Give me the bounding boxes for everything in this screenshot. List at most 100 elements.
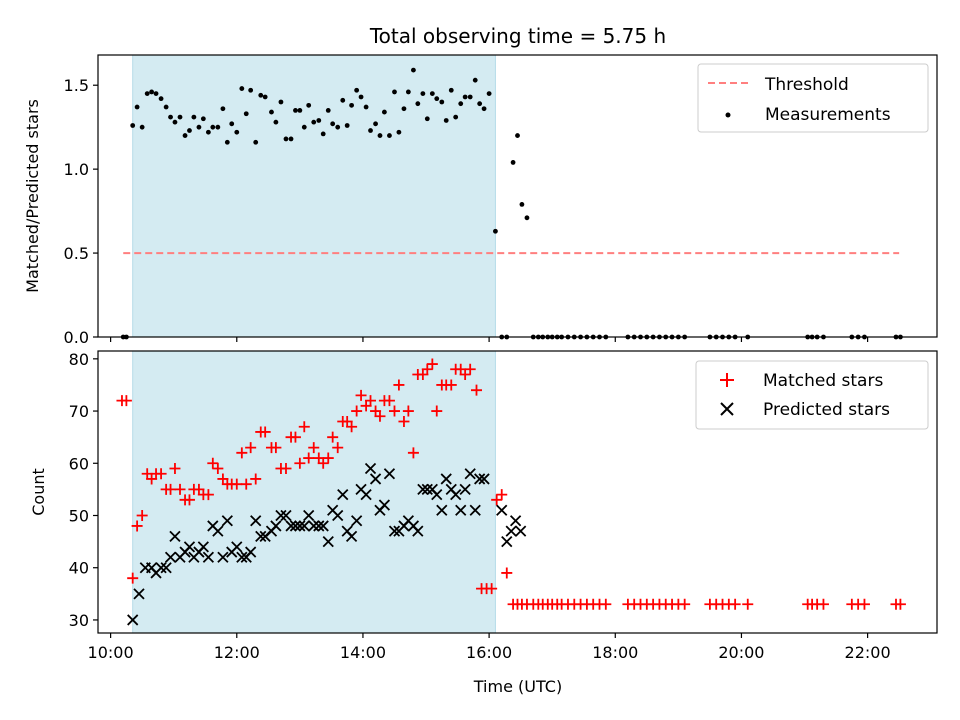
matched-star-point bbox=[445, 379, 457, 391]
bottom-x-tick-label: 14:00 bbox=[340, 643, 386, 662]
matched-star-point bbox=[501, 567, 513, 579]
predicted-star-point bbox=[313, 520, 325, 532]
predicted-star-point bbox=[183, 541, 196, 553]
predicted-star-point bbox=[478, 473, 490, 485]
measurement-point bbox=[288, 136, 294, 142]
measurement-point bbox=[354, 87, 360, 93]
measurement-point bbox=[283, 136, 289, 142]
predicted-star-point bbox=[501, 535, 513, 548]
predicted-star-point bbox=[231, 541, 243, 553]
figure-title: Total observing time = 5.75 h bbox=[369, 24, 666, 48]
measurement-point bbox=[182, 133, 188, 138]
matched-star-point bbox=[365, 395, 377, 407]
measurement-point bbox=[344, 123, 350, 128]
matched-star-point bbox=[245, 442, 257, 454]
matched-star-point bbox=[298, 421, 310, 433]
measurement-point bbox=[424, 116, 430, 122]
measurement-point bbox=[234, 129, 240, 135]
measurement-point bbox=[472, 77, 478, 83]
measurement-point bbox=[316, 118, 322, 123]
matched-star-point bbox=[308, 442, 320, 454]
measurement-point bbox=[420, 91, 426, 97]
predicted-star-point bbox=[469, 504, 481, 516]
matched-star-point bbox=[280, 463, 292, 474]
predicted-star-point bbox=[217, 551, 229, 563]
measurement-point bbox=[297, 107, 303, 113]
measurement-point bbox=[330, 121, 336, 127]
measurement-point bbox=[481, 106, 487, 112]
predicted-star-point bbox=[280, 509, 292, 522]
measurement-point bbox=[396, 129, 402, 135]
predicted-star-point bbox=[322, 535, 334, 548]
predicted-star-point bbox=[364, 462, 377, 475]
predicted-star-point bbox=[464, 468, 476, 480]
matched-star-point bbox=[486, 583, 498, 595]
bottom-x-ticks: 10:00 12:00 14:00 16:00 18:00 20:00 22:00 bbox=[88, 633, 891, 662]
measurement-point bbox=[149, 89, 155, 95]
measurement-point bbox=[163, 104, 169, 110]
top-y-tick-label: 0.5 bbox=[64, 244, 89, 263]
measurement-point bbox=[493, 228, 498, 234]
measurement-point bbox=[377, 133, 383, 138]
measurement-point bbox=[153, 91, 159, 97]
matched-star-point bbox=[374, 410, 386, 422]
measurement-point bbox=[392, 89, 397, 95]
matched-star-point bbox=[496, 489, 508, 501]
bottom-legend: Matched stars Predicted stars bbox=[695, 360, 929, 430]
bottom-y-tick-label: 40 bbox=[69, 559, 89, 578]
measurement-point bbox=[340, 97, 346, 103]
predicted-star-point bbox=[505, 525, 517, 537]
predicted-star-point bbox=[459, 483, 471, 496]
bottom-y-tick-label: 30 bbox=[69, 611, 89, 630]
bottom-x-tick-label: 10:00 bbox=[88, 643, 134, 662]
predicted-star-point bbox=[250, 515, 262, 527]
matched-star-point bbox=[202, 489, 214, 501]
predicted-star-point bbox=[275, 509, 287, 522]
legend-matched-label: Matched stars bbox=[763, 371, 883, 391]
measurement-point bbox=[229, 121, 235, 127]
measurement-point bbox=[434, 96, 440, 102]
predicted-star-point bbox=[388, 525, 401, 537]
predicted-star-point bbox=[345, 530, 358, 543]
measurement-point bbox=[453, 114, 459, 120]
predicted-star-point bbox=[417, 483, 429, 496]
matched-star-point bbox=[742, 598, 754, 610]
measurement-point bbox=[278, 99, 284, 105]
measurement-point bbox=[215, 124, 221, 130]
matched-star-point bbox=[270, 442, 282, 454]
bottom-y-tick-label: 50 bbox=[69, 507, 89, 526]
predicted-star-point bbox=[298, 520, 310, 532]
matched-star-point bbox=[127, 572, 139, 584]
measurement-point bbox=[177, 114, 183, 120]
top-y-ticks: 0.0 0.5 1.0 1.5 bbox=[64, 76, 98, 347]
matched-star-point bbox=[464, 363, 476, 375]
measurement-point bbox=[262, 94, 268, 100]
measurement-point bbox=[515, 133, 520, 138]
measurement-point bbox=[224, 139, 230, 145]
matched-star-point bbox=[120, 395, 132, 407]
matched-star-point bbox=[679, 598, 691, 610]
measurement-point bbox=[415, 101, 421, 107]
measurement-point bbox=[172, 119, 178, 125]
predicted-star-point bbox=[496, 504, 508, 516]
matched-star-point bbox=[393, 379, 405, 391]
legend-predicted-label: Predicted stars bbox=[763, 400, 890, 420]
matched-star-point bbox=[600, 598, 612, 610]
measurement-point bbox=[405, 89, 411, 95]
bottom-y-ticks: 30 40 50 60 70 80 bbox=[69, 350, 98, 630]
top-y-axis-label: Matched/Predicted stars bbox=[23, 99, 42, 293]
measurement-point bbox=[168, 114, 173, 120]
predicted-star-point bbox=[317, 520, 329, 532]
measurement-point bbox=[411, 67, 416, 73]
top-y-tick-label: 0.0 bbox=[64, 328, 89, 347]
predicted-star-point bbox=[164, 551, 177, 563]
predicted-star-point bbox=[133, 588, 145, 600]
matched-star-point bbox=[169, 463, 181, 474]
top-panel: 0.0 0.5 1.0 1.5 Matched/Predicted stars Thr… bbox=[23, 54, 938, 347]
measurement-point bbox=[220, 106, 226, 112]
predicted-star-point bbox=[360, 488, 372, 501]
bottom-legend-box bbox=[695, 360, 929, 430]
bottom-x-tick-label: 20:00 bbox=[718, 643, 764, 662]
predicted-star-point bbox=[169, 530, 181, 543]
matched-star-point bbox=[426, 358, 438, 370]
